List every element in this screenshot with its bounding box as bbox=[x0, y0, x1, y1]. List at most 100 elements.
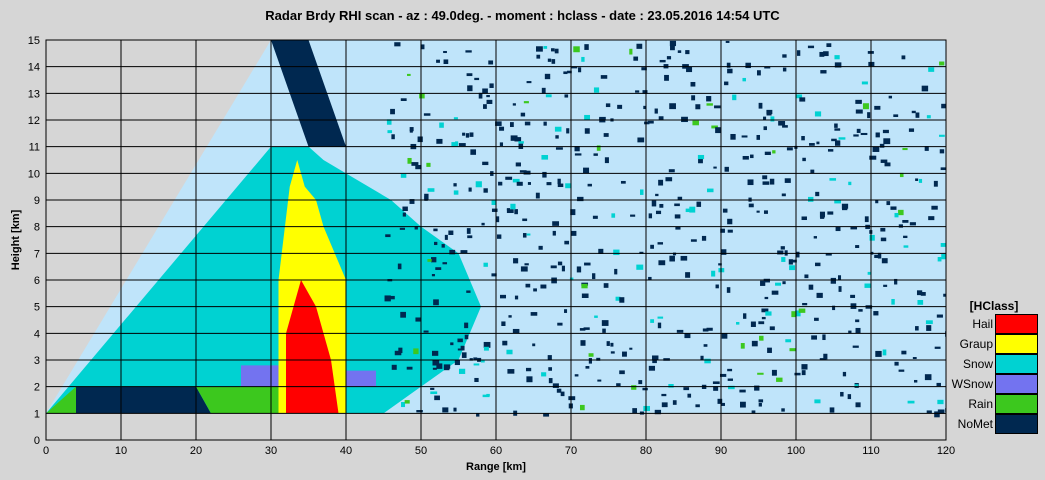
speckle bbox=[622, 351, 627, 357]
speckle bbox=[465, 133, 470, 138]
speckle bbox=[695, 404, 700, 408]
speckle bbox=[466, 290, 471, 293]
speckle bbox=[631, 385, 637, 390]
speckle bbox=[501, 321, 506, 327]
speckle bbox=[458, 143, 466, 147]
speckle bbox=[397, 263, 402, 270]
speckle bbox=[584, 262, 591, 266]
speckle bbox=[767, 347, 772, 353]
speckle bbox=[400, 98, 407, 101]
speckle bbox=[605, 103, 611, 108]
speckle bbox=[401, 330, 405, 335]
speckle bbox=[522, 233, 527, 238]
speckle bbox=[832, 305, 836, 311]
speckle bbox=[894, 278, 898, 285]
speckle bbox=[835, 226, 841, 232]
speckle bbox=[576, 266, 582, 273]
speckle bbox=[761, 308, 769, 313]
speckle bbox=[841, 206, 848, 211]
speckle bbox=[613, 249, 620, 256]
speckle bbox=[852, 345, 859, 348]
speckle bbox=[601, 320, 609, 326]
speckle bbox=[782, 125, 788, 128]
speckle bbox=[810, 169, 815, 174]
speckle bbox=[545, 94, 552, 98]
speckle bbox=[874, 254, 881, 258]
speckle bbox=[462, 132, 466, 136]
speckle bbox=[724, 81, 729, 86]
speckle bbox=[706, 103, 713, 106]
speckle bbox=[726, 62, 731, 68]
speckle bbox=[555, 147, 563, 150]
x-tick-label: 110 bbox=[862, 445, 880, 457]
speckle bbox=[751, 410, 756, 414]
speckle bbox=[482, 394, 490, 398]
speckle bbox=[784, 178, 791, 183]
speckle bbox=[486, 95, 490, 98]
speckle bbox=[829, 407, 835, 413]
speckle bbox=[451, 142, 458, 147]
speckle bbox=[469, 358, 473, 361]
speckle bbox=[527, 182, 531, 185]
speckle bbox=[776, 377, 783, 382]
speckle bbox=[461, 352, 467, 358]
speckle bbox=[676, 329, 684, 333]
axis-ticks: 0 10 20 30 40 50 60 70 80 90 100 110 120012345678910… bbox=[28, 35, 955, 457]
speckle bbox=[432, 350, 439, 356]
speckle bbox=[636, 43, 643, 49]
speckle bbox=[713, 166, 717, 169]
speckle bbox=[643, 105, 647, 110]
speckle bbox=[834, 62, 842, 68]
speckle bbox=[936, 314, 943, 318]
speckle bbox=[454, 359, 460, 366]
speckle bbox=[557, 261, 563, 266]
legend-swatch bbox=[995, 354, 1038, 374]
speckle bbox=[394, 42, 401, 47]
speckle bbox=[619, 297, 625, 303]
speckle bbox=[700, 355, 704, 360]
y-axis-label: Height [km] bbox=[10, 209, 22, 270]
speckle bbox=[742, 77, 746, 82]
speckle bbox=[741, 135, 748, 138]
speckle bbox=[488, 60, 494, 65]
speckle bbox=[526, 81, 532, 84]
speckle bbox=[632, 408, 638, 414]
legend-item-rain: Rain bbox=[948, 394, 1040, 414]
speckle bbox=[939, 61, 945, 66]
speckle bbox=[939, 149, 945, 154]
speckle bbox=[880, 159, 888, 163]
speckle bbox=[542, 171, 547, 178]
speckle bbox=[771, 369, 777, 376]
speckle bbox=[815, 191, 820, 197]
speckle bbox=[697, 154, 705, 160]
x-tick-label: 100 bbox=[787, 445, 805, 457]
y-tick-label: 11 bbox=[29, 142, 40, 154]
speckle bbox=[524, 121, 531, 126]
speckle bbox=[498, 181, 503, 186]
speckle bbox=[443, 366, 450, 371]
speckle bbox=[802, 157, 806, 162]
speckle bbox=[551, 59, 556, 64]
speckle bbox=[926, 410, 932, 414]
speckle bbox=[882, 349, 887, 356]
region-hail bbox=[286, 280, 339, 414]
speckle bbox=[513, 258, 519, 264]
speckle bbox=[407, 157, 412, 164]
speckle bbox=[523, 170, 531, 175]
speckle bbox=[713, 386, 719, 391]
speckle bbox=[902, 147, 908, 151]
speckle bbox=[830, 277, 836, 284]
speckle bbox=[409, 129, 413, 133]
speckle bbox=[384, 295, 391, 302]
speckle bbox=[570, 66, 578, 69]
speckle bbox=[677, 196, 683, 200]
speckle bbox=[696, 201, 702, 207]
speckle bbox=[898, 209, 904, 216]
speckle bbox=[659, 203, 664, 208]
speckle bbox=[796, 50, 801, 56]
x-tick-label: 80 bbox=[640, 445, 652, 457]
speckle bbox=[414, 226, 418, 230]
speckle bbox=[443, 59, 449, 65]
speckle bbox=[750, 154, 754, 159]
speckle bbox=[569, 277, 574, 280]
